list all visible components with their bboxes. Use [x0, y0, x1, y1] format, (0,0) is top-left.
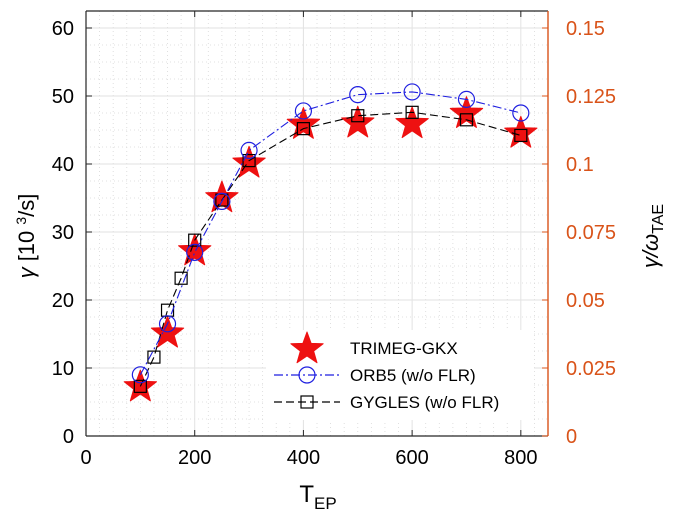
gygles-point: [147, 350, 161, 364]
y-axis-label-left: γ [10 3/s]: [13, 194, 39, 279]
y-tick-label-left: 20: [52, 290, 74, 312]
trimeg-point: [504, 115, 538, 148]
orb5-point: [158, 315, 177, 333]
y-tick-label-right: 0.1: [566, 154, 594, 176]
orb5-point: [131, 366, 149, 384]
x-axis-label: TEP: [299, 481, 336, 513]
orb5-point: [403, 83, 421, 101]
x-tick-label: 800: [504, 447, 537, 469]
legend-label-orb5: ORB5 (w/o FLR): [350, 366, 476, 385]
legend-entry-orb5: ORB5 (w/o FLR): [274, 366, 476, 385]
y-tick-label-right: 0.15: [566, 18, 605, 40]
trimeg-point: [178, 233, 212, 266]
gygles-point: [133, 379, 147, 393]
gygles-point: [188, 233, 202, 247]
y-tick-label-left: 40: [52, 154, 74, 176]
gygles-point: [174, 271, 188, 285]
gygles-line: [139, 111, 521, 387]
orb5-point: [240, 141, 258, 159]
legend: TRIMEG-GKX ORB5 (w/o FLR) GYGLES (w/o FL…: [266, 330, 534, 420]
orb5-point: [294, 102, 313, 120]
x-tick-label: 200: [178, 447, 211, 469]
gygles-point: [405, 105, 419, 119]
orb5-point: [213, 192, 231, 210]
x-tick-label: 600: [395, 447, 428, 469]
gygles-point: [215, 193, 229, 207]
y-axis-label-right: γ/ωTAE: [638, 204, 667, 268]
orb5-point: [186, 243, 204, 261]
y-tick-label-left: 30: [52, 222, 74, 244]
y-tick-label-right: 0.075: [566, 222, 616, 244]
legend-entry-gygles: GYGLES (w/o FLR): [274, 393, 499, 412]
gygles-point: [514, 128, 528, 143]
y-tick-label-left: 10: [52, 358, 74, 380]
trimeg-point: [395, 106, 429, 139]
legend-entry-trimeg: TRIMEG-GKX: [290, 331, 458, 364]
legend-marker-gygles: [300, 395, 314, 409]
x-tick-label: 400: [287, 447, 320, 469]
legend-marker-orb5: [298, 366, 316, 384]
trimeg-point: [232, 145, 266, 178]
y-tick-label-right: 0.05: [566, 290, 605, 312]
trimeg-point: [205, 180, 239, 213]
gygles-point: [296, 122, 311, 136]
x-tick-label: 0: [80, 447, 91, 469]
y-tick-label-left: 50: [52, 86, 74, 108]
orb5-point: [457, 90, 476, 109]
y-tick-label-right: 0.125: [566, 86, 616, 108]
legend-marker-trimeg: [290, 331, 324, 364]
legend-label-gygles: GYGLES (w/o FLR): [350, 393, 499, 412]
y-tick-label-right: 0: [566, 426, 577, 448]
y-tick-label-left: 0: [63, 426, 74, 448]
trimeg-point: [449, 96, 484, 128]
legend-label-trimeg: TRIMEG-GKX: [350, 339, 458, 358]
gygles-point: [351, 109, 365, 123]
y-tick-label-left: 60: [52, 18, 74, 40]
orb5-line: [139, 91, 521, 376]
gygles-point: [242, 154, 256, 168]
y-tick-label-right: 0.025: [566, 358, 616, 380]
orb5-point: [349, 86, 367, 104]
orb5-point: [512, 104, 530, 122]
gygles-point: [459, 113, 474, 127]
